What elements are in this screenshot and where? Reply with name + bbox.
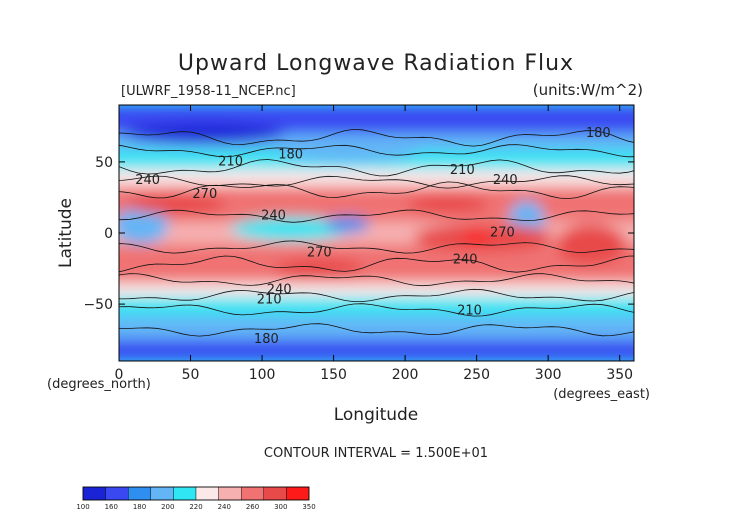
colorbar-swatch <box>150 486 174 501</box>
x-tick-label: 250 <box>463 367 490 383</box>
chart-title: Upward Longwave Radiation Flux <box>178 51 574 76</box>
x-tick-label: 350 <box>606 367 633 383</box>
colorbar-swatch <box>195 486 219 501</box>
colorbar-label: 200 <box>161 503 174 511</box>
colorbar-swatch <box>82 486 106 501</box>
contour-label: 210 <box>450 163 475 178</box>
contour-line-12 <box>119 323 634 337</box>
x-axis-label: Longitude <box>334 405 419 425</box>
contour-label: 270 <box>490 226 515 241</box>
colorbar-swatch <box>286 486 310 501</box>
contour-lines <box>119 128 634 337</box>
patch-maritime-continent <box>230 216 351 241</box>
colorbar-label: 240 <box>218 503 231 511</box>
patch-sahara <box>126 194 227 215</box>
contour-label: 210 <box>257 292 282 307</box>
colorbar-swatch <box>127 486 151 501</box>
colorbar-swatch <box>105 486 129 501</box>
contour-label: 240 <box>493 173 518 188</box>
contour-interval-note: CONTOUR INTERVAL = 1.500E+01 <box>264 446 488 461</box>
y-tick-label: 50 <box>95 155 113 171</box>
colorbar-label: 350 <box>302 503 315 511</box>
contour-label: 240 <box>267 282 292 297</box>
patch-east-pacific-max <box>462 231 491 244</box>
band-south-temperate <box>119 282 634 297</box>
contour-label: 270 <box>192 187 217 202</box>
x-axis: 0 50 100 150 200 250 300 350 <box>115 105 633 383</box>
colorbar: 100 160 180 200 220 240 260 300 350 <box>76 486 316 511</box>
contour-line-9 <box>119 273 634 287</box>
y-axis: −50 0 50 <box>83 155 634 313</box>
x-tick-label: 300 <box>535 367 562 383</box>
contour-label: 210 <box>218 154 243 169</box>
colorbar-swatch <box>240 486 264 501</box>
patch-north-pacific <box>277 138 418 163</box>
colorbar-swatch <box>173 486 197 501</box>
contour-label: 240 <box>261 208 286 223</box>
colorbar-swatch <box>218 486 242 501</box>
patch-africa-convection <box>119 207 169 244</box>
contour-label: 210 <box>457 304 482 319</box>
colorbar-label: 260 <box>246 503 259 511</box>
band-south-subpolar <box>119 315 634 340</box>
colorbar-label: 180 <box>133 503 146 511</box>
chart-units: (units:W/m^2) <box>533 81 643 99</box>
colorbar-swatch <box>263 486 287 501</box>
colorbar-frame <box>82 486 310 501</box>
contour-line-2 <box>119 144 634 158</box>
contour-line-5 <box>119 181 634 200</box>
x-axis-units: (degrees_east) <box>553 387 650 402</box>
colorbar-label: 300 <box>274 503 287 511</box>
contour-line-8 <box>119 255 634 273</box>
band-south-polar <box>119 339 634 361</box>
x-tick-label: 100 <box>249 367 276 383</box>
contour-line-6 <box>119 209 634 223</box>
colorbar-label: 100 <box>76 503 89 511</box>
contour-line-10 <box>119 288 634 302</box>
patch-north-pacific-subtropic <box>408 195 489 214</box>
patch-warm-pool <box>325 216 370 233</box>
y-axis-units: (degrees_north) <box>47 377 151 392</box>
contour-line-4 <box>119 175 634 189</box>
contour-line-11 <box>119 303 634 317</box>
contour-label: 240 <box>453 253 478 268</box>
contour-label: 180 <box>278 147 303 162</box>
x-tick-label: 50 <box>182 367 200 383</box>
contour-label: 180 <box>254 332 279 347</box>
patch-atlantic-south <box>556 224 627 265</box>
colorbar-label: 220 <box>189 503 202 511</box>
contour-line-1 <box>119 128 634 147</box>
contour-label: 270 <box>307 245 332 260</box>
contour-line-7 <box>119 240 634 254</box>
patch-australia <box>274 258 365 279</box>
y-axis-label: Latitude <box>56 198 76 268</box>
y-tick-label: 0 <box>104 226 113 242</box>
patch-siberia <box>124 123 285 144</box>
colorbar-label: 160 <box>105 503 118 511</box>
contour-label: 240 <box>135 173 160 188</box>
heatmap-field <box>119 105 634 361</box>
x-tick-label: 0 <box>115 367 124 383</box>
x-tick-label: 150 <box>320 367 347 383</box>
y-tick-label: −50 <box>83 297 113 313</box>
x-tick-label: 200 <box>392 367 419 383</box>
contour-line-3 <box>119 159 634 177</box>
chart-subtitle: [ULWRF_1958-11_NCEP.nc] <box>121 84 296 99</box>
contour-label: 180 <box>586 126 611 141</box>
